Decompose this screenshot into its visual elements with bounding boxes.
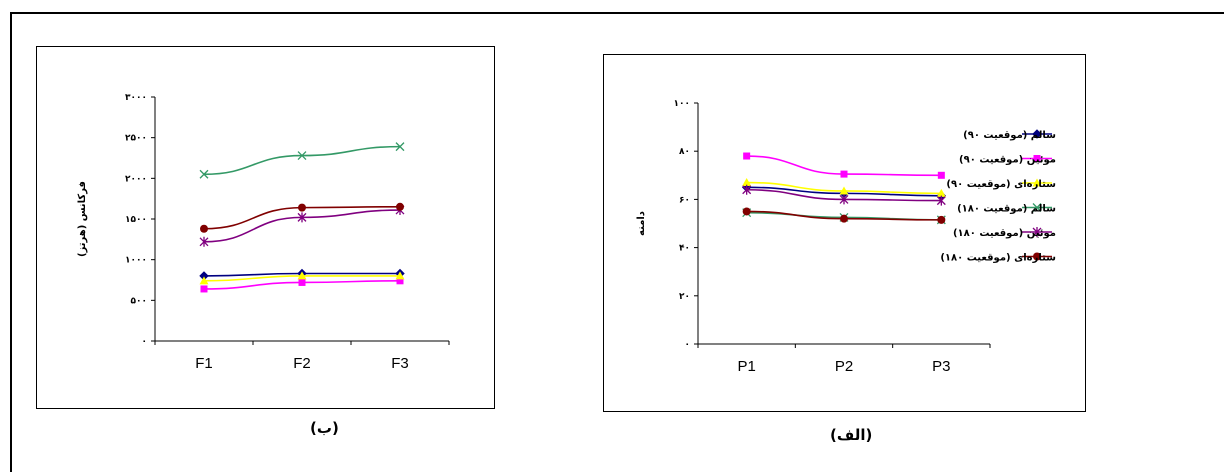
chart-b-x-tick-label: F3 — [391, 355, 409, 372]
chart-b-y-tick-label: ۱۵۰۰ — [125, 215, 147, 225]
chart-alef-y-tick-label: ۰ — [685, 340, 691, 350]
chart-alef-legend-label: ستاره‌ای (موقعیت ۹۰) — [946, 179, 1056, 190]
chart-b-data-point — [298, 203, 306, 212]
chart-alef-data-point — [742, 178, 752, 187]
chart-b-data-point — [396, 202, 404, 211]
chart-alef-series-3 — [742, 178, 946, 197]
chart-alef-legend-label: موئین (موقعیت ۱۸۰) — [953, 228, 1056, 239]
chart-b-series-2 — [200, 277, 404, 293]
caption-alef: (الف) — [830, 426, 873, 444]
chart-alef-y-tick-label: ۱۰۰ — [674, 99, 690, 109]
chart-b-data-point — [199, 169, 209, 179]
chart-b-data-point — [297, 271, 307, 280]
chart-b-y-axis-label: فرکانس (هرتز) — [77, 181, 88, 257]
chart-alef-y-tick-label: ۴۰ — [679, 244, 690, 254]
chart-alef-x-tick-label: P2 — [835, 358, 853, 375]
chart-alef-series-5 — [742, 184, 946, 206]
chart-alef-data-point — [743, 152, 751, 160]
chart-b-y-tick-label: ۲۵۰۰ — [125, 134, 147, 144]
chart-alef-data-point — [839, 194, 849, 205]
chart-panel-b: ۰ ۵۰۰ ۱۰۰۰ ۱۵۰۰ ۲۰۰۰ ۲۵۰۰ ۳۰۰۰ F1 F2 F3 فرکانس (هر… — [36, 46, 495, 409]
chart-alef-data-point — [839, 186, 849, 195]
chart-alef-data-point — [840, 170, 848, 178]
chart-b-series-5 — [199, 205, 405, 247]
chart-alef-data-point — [937, 215, 946, 224]
chart-b-series-3 — [199, 271, 405, 285]
chart-b-series-4 — [199, 142, 405, 179]
chart-alef-legend-label: ستاره‌ای (موقعیت ۱۸۰) — [940, 253, 1056, 264]
chart-b-y-tick-label: ۲۰۰۰ — [125, 174, 147, 184]
chart-b-data-point — [298, 278, 306, 286]
chart-alef-legend-label: سالم (موقعیت ۹۰) — [963, 130, 1056, 141]
chart-alef-svg: ۰ ۲۰ ۴۰ ۶۰ ۸۰ ۱۰۰ P1 P2 P3 دامنه سالم (موقعیت ۹۰) م… — [636, 99, 1056, 375]
chart-b-y-tick-label: ۵۰۰ — [131, 296, 147, 306]
chart-b-svg: ۰ ۵۰۰ ۱۰۰۰ ۱۵۰۰ ۲۰۰۰ ۲۵۰۰ ۳۰۰۰ F1 F2 F3 فرکانس (هر… — [77, 93, 450, 372]
chart-alef-legend-label: سالم (موقعیت ۱۸۰) — [957, 204, 1056, 215]
chart-alef-series-2 — [743, 152, 945, 179]
chart-alef-data-point — [936, 195, 946, 206]
chart-alef-legend: سالم (موقعیت ۹۰) موئین (موقعیت ۹۰) ستاره‌ا… — [940, 129, 1056, 264]
chart-b-data-point — [297, 212, 307, 223]
chart-alef-legend-marker — [1032, 129, 1042, 139]
chart-b-x-tick-label: F1 — [195, 355, 213, 372]
chart-b-y-tick-label: ۳۰۰۰ — [125, 93, 147, 103]
chart-b-data-point — [200, 224, 208, 233]
chart-b-series-6 — [200, 202, 404, 233]
chart-alef-x-tick-label: P1 — [737, 358, 755, 375]
chart-alef-y-tick-label: ۸۰ — [679, 147, 690, 157]
chart-alef-data-point — [936, 188, 946, 197]
chart-alef-legend-marker — [1033, 252, 1041, 261]
caption-b: (ب) — [310, 419, 339, 437]
chart-b-data-point — [200, 285, 208, 293]
chart-alef-y-tick-label: ۶۰ — [679, 195, 690, 205]
chart-panel-alef: ۰ ۲۰ ۴۰ ۶۰ ۸۰ ۱۰۰ P1 P2 P3 دامنه سالم (موقعیت ۹۰) م… — [603, 54, 1086, 412]
chart-alef-data-point — [742, 184, 752, 195]
chart-alef-data-point — [937, 171, 945, 179]
chart-alef-x-tick-label: P3 — [932, 358, 950, 375]
chart-alef-legend-marker — [1032, 178, 1042, 187]
chart-b-y-tick-label: ۰ — [142, 337, 148, 347]
chart-alef-legend-label: موئین (موقعیت ۹۰) — [959, 155, 1056, 166]
chart-alef-legend-marker — [1033, 155, 1041, 162]
chart-alef-data-point — [742, 207, 751, 216]
chart-b-data-point — [297, 151, 307, 161]
chart-b-x-tick-label: F2 — [293, 355, 311, 372]
chart-alef-y-axis-label: دامنه — [636, 211, 647, 236]
chart-alef-data-point — [840, 214, 848, 223]
figure-frame — [10, 12, 1224, 472]
chart-b-data-point — [199, 276, 209, 285]
chart-b-data-point — [395, 142, 405, 152]
chart-alef-legend-marker — [1032, 203, 1042, 212]
chart-b-y-tick-label: ۱۰۰۰ — [125, 256, 147, 266]
chart-alef-legend-marker — [1032, 227, 1042, 237]
chart-b-data-point — [199, 236, 209, 247]
chart-alef-series-6 — [742, 207, 946, 224]
chart-b-data-point — [395, 271, 405, 280]
chart-alef-y-tick-label: ۲۰ — [679, 292, 690, 302]
chart-b-series-line — [203, 145, 401, 176]
chart-b-data-point — [396, 277, 404, 285]
